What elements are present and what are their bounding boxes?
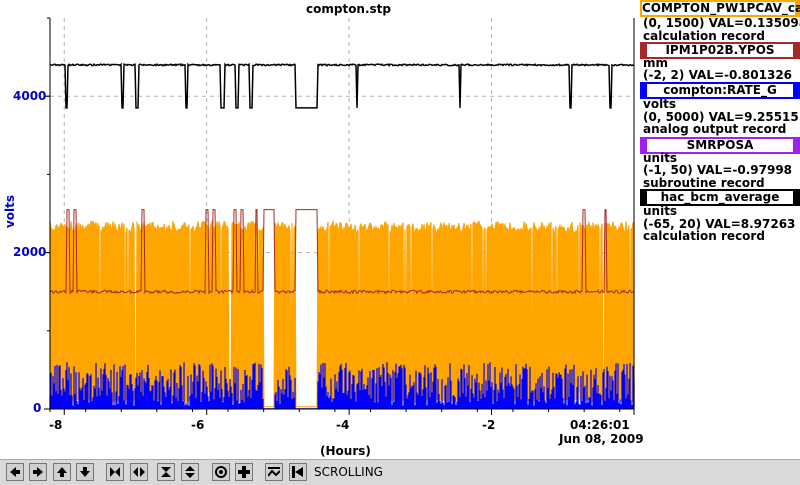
axes bbox=[44, 17, 635, 415]
x-tick-label: -2 bbox=[482, 418, 496, 432]
legend-series-range: (0, 5000) VAL=9.25515 bbox=[643, 110, 799, 124]
zoom-in-y-button[interactable] bbox=[157, 463, 175, 481]
series-ipm1p02b-ypos bbox=[49, 209, 635, 295]
chart-title: compton.stp bbox=[306, 2, 392, 16]
legend-series-title[interactable]: compton:RATE_G bbox=[640, 82, 800, 99]
legend-series-range: (0, 1500) VAL=0.135098 bbox=[643, 16, 800, 30]
toolbar: SCROLLING bbox=[0, 459, 800, 485]
y-tick-label: 2000 bbox=[13, 245, 47, 259]
scroll-right-button[interactable] bbox=[29, 463, 47, 481]
legend-series-unit: mm bbox=[643, 56, 669, 70]
auto-scale-button[interactable] bbox=[212, 463, 230, 481]
legend-series-title[interactable]: hac_bcm_average bbox=[640, 189, 800, 206]
series-layer bbox=[49, 62, 635, 410]
x-axis-label: (Hours) bbox=[320, 444, 371, 458]
scroll-left-button[interactable] bbox=[6, 463, 24, 481]
legend-series-range: (-1, 50) VAL=-0.97998 bbox=[643, 163, 793, 177]
crosshair-button[interactable] bbox=[235, 463, 253, 481]
y-tick-label: 4000 bbox=[13, 89, 47, 103]
end-date-label: Jun 08, 2009 bbox=[559, 432, 644, 446]
legend-series-title[interactable]: IPM1P02B.YPOS bbox=[640, 42, 800, 59]
scrolling-status: SCROLLING bbox=[314, 465, 383, 479]
x-tick-label: -6 bbox=[191, 418, 205, 432]
stop-button[interactable] bbox=[289, 463, 307, 481]
x-tick-label: -4 bbox=[336, 418, 350, 432]
zoom-in-x-button[interactable] bbox=[106, 463, 124, 481]
x-tick-label: -8 bbox=[49, 418, 63, 432]
y-axis-label: volts bbox=[3, 194, 18, 229]
legend-series-unit: volts bbox=[643, 97, 677, 111]
series-compton-rate-g bbox=[49, 362, 635, 409]
scroll-down-button[interactable] bbox=[76, 463, 94, 481]
legend-series-record: calculation record bbox=[643, 29, 765, 43]
legend-series-title[interactable]: SMRPOSA bbox=[640, 137, 800, 154]
legend-series-unit: units bbox=[643, 151, 678, 165]
legend-series-record: analog output record bbox=[643, 122, 787, 136]
series-line-orange bbox=[49, 219, 634, 408]
legend-series-unit: units bbox=[643, 204, 678, 218]
zoom-out-y-button[interactable] bbox=[181, 463, 199, 481]
scroll-toggle-button[interactable] bbox=[265, 463, 283, 481]
legend-series-range: (-2, 2) VAL=-0.801326 bbox=[643, 68, 793, 82]
legend-series-record: calculation record bbox=[643, 229, 765, 243]
scroll-up-button[interactable] bbox=[53, 463, 71, 481]
y-tick-label: 0 bbox=[33, 401, 42, 415]
legend-series-title[interactable]: COMPTON_PW1PCAV_ca bbox=[640, 0, 800, 17]
zoom-out-x-button[interactable] bbox=[130, 463, 148, 481]
series-hac-bcm-average bbox=[49, 62, 635, 109]
legend-series-record: subroutine record bbox=[643, 176, 765, 190]
end-time-label: 04:26:01 bbox=[570, 418, 630, 432]
chart-plot bbox=[44, 17, 635, 415]
legend-series-range: (-65, 20) VAL=8.97263 bbox=[643, 217, 796, 231]
